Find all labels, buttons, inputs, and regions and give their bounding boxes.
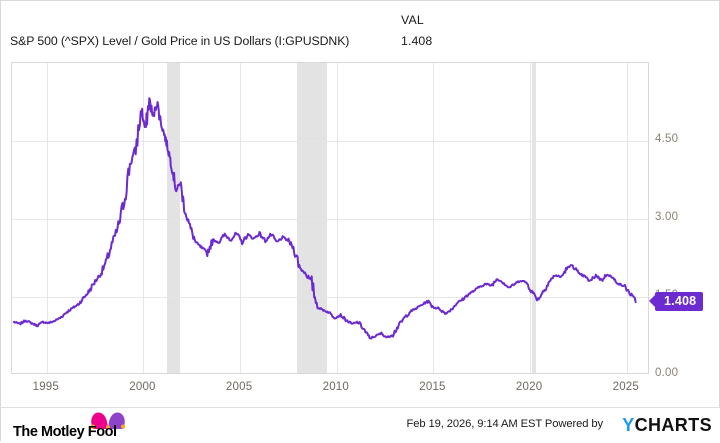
plot-area[interactable] bbox=[11, 62, 649, 374]
ycharts-wordmark: CHARTS bbox=[634, 415, 712, 435]
val-current-value: 1.408 bbox=[401, 34, 433, 48]
series-title: S&P 500 (^SPX) Level / Gold Price in US … bbox=[10, 34, 350, 48]
hgrid-3 bbox=[12, 219, 648, 220]
x-tick-1995: 1995 bbox=[32, 381, 59, 393]
jester-hat-icon bbox=[90, 412, 126, 429]
vgrid-1995 bbox=[47, 63, 48, 373]
val-column-header: VAL bbox=[401, 13, 424, 27]
x-tick-2000: 2000 bbox=[129, 381, 156, 393]
x-tick-2020: 2020 bbox=[515, 381, 543, 393]
y-tick-0.00: 0.00 bbox=[655, 367, 679, 379]
series-line bbox=[12, 97, 637, 340]
hgrid-4.5 bbox=[12, 141, 648, 142]
x-tick-2005: 2005 bbox=[225, 381, 253, 393]
motley-fool-logo: The Motley Fool bbox=[13, 412, 228, 442]
vgrid-2025 bbox=[627, 63, 628, 373]
recession-2020-band bbox=[532, 63, 536, 373]
vgrid-2010 bbox=[337, 63, 338, 373]
last-value-flag: 1.408 bbox=[648, 291, 704, 311]
vgrid-2020 bbox=[530, 63, 531, 373]
hgrid-1.5 bbox=[12, 297, 648, 298]
timestamp-powered-by: Feb 19, 2026, 9:14 AM EST Powered by bbox=[406, 418, 604, 430]
y-tick-4.50: 4.50 bbox=[655, 133, 679, 145]
ycharts-y-glyph: Y bbox=[622, 415, 635, 435]
chart-footer: The Motley Fool Feb 19, 2026, 9:14 AM ES… bbox=[1, 407, 720, 443]
series-polyline bbox=[12, 97, 637, 340]
motley-fool-wordmark: The Motley Fool bbox=[13, 424, 117, 440]
vgrid-2005 bbox=[240, 63, 241, 373]
x-tick-2010: 2010 bbox=[322, 381, 349, 393]
vgrid-2000 bbox=[143, 63, 144, 373]
recession-2008-band bbox=[297, 63, 328, 373]
x-tick-2015: 2015 bbox=[419, 381, 446, 393]
recession-2001-band bbox=[166, 63, 181, 373]
y-tick-3.00: 3.00 bbox=[655, 211, 679, 223]
x-tick-2025: 2025 bbox=[612, 381, 639, 393]
vgrid-2015 bbox=[433, 63, 434, 373]
chart-header: S&P 500 (^SPX) Level / Gold Price in US … bbox=[1, 1, 720, 54]
ycharts-logo: YCHARTS bbox=[622, 415, 712, 436]
